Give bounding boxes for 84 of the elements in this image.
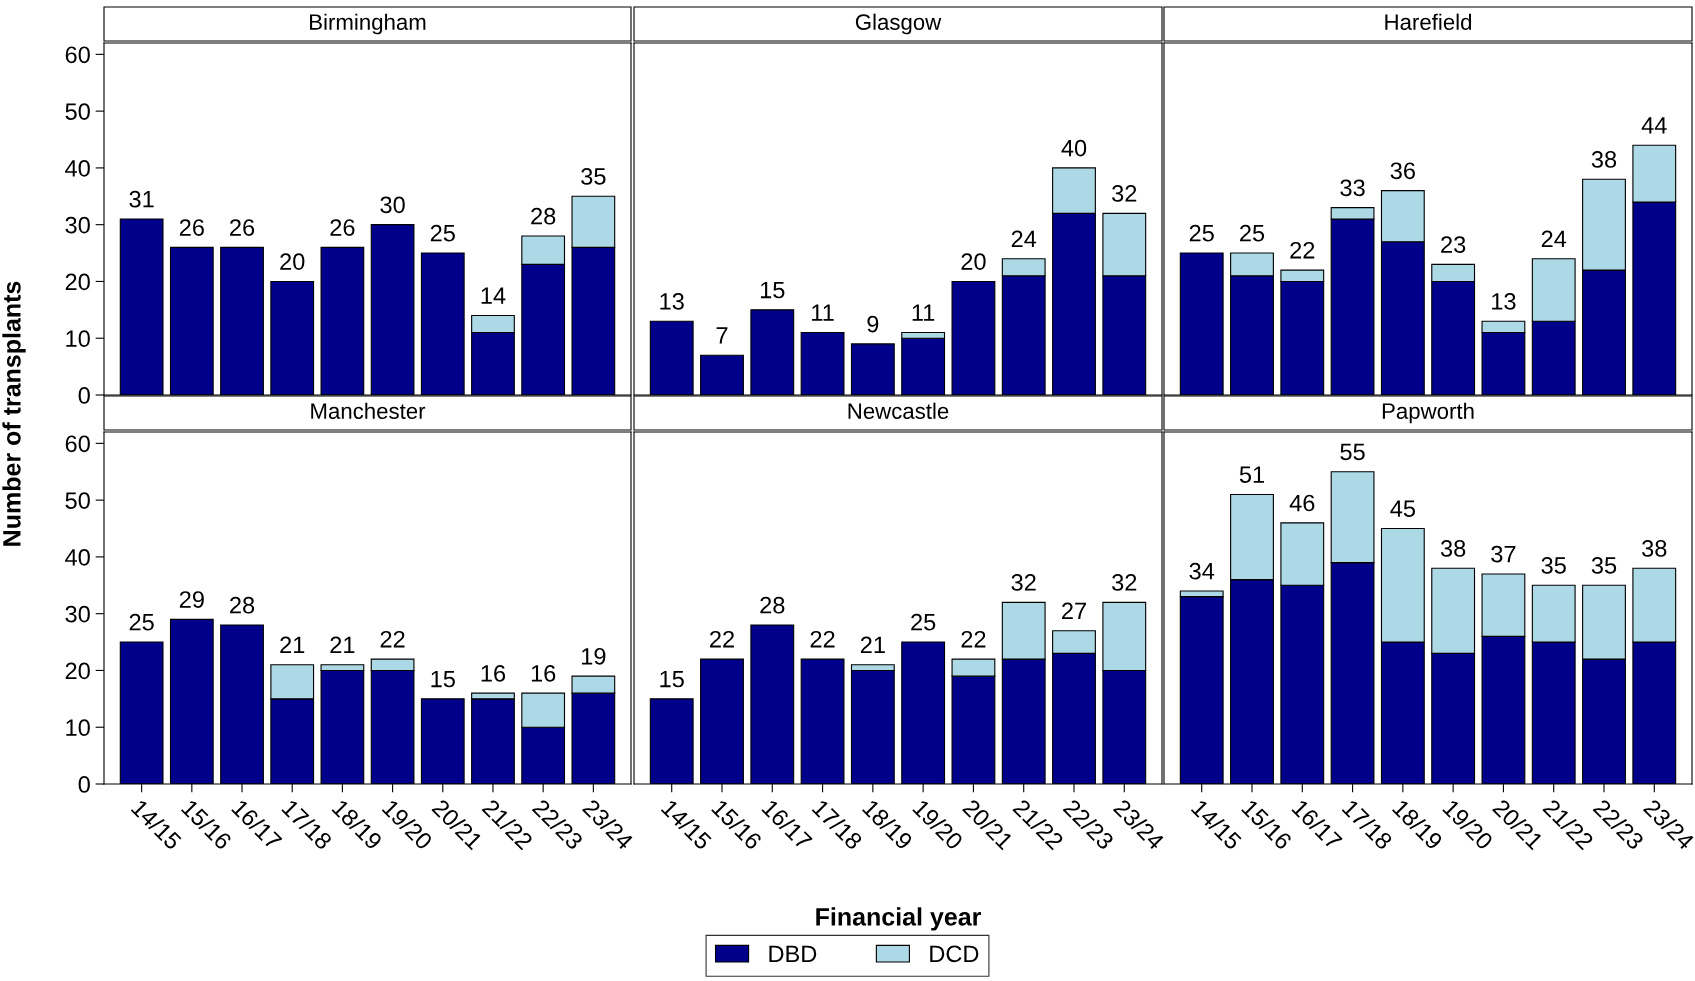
y-tick-label: 40 — [65, 548, 90, 566]
total-label: 28 — [230, 596, 255, 614]
total-label: 26 — [230, 219, 255, 236]
y-tick-label: 50 — [65, 492, 90, 509]
total-label: 13 — [1492, 292, 1516, 310]
total-label: 16 — [481, 664, 506, 682]
total-label: 38 — [1642, 540, 1667, 557]
total-label: 21 — [280, 636, 305, 654]
total-label: 35 — [1591, 557, 1617, 574]
legend-label: DBD — [769, 945, 817, 962]
total-label: 28 — [531, 207, 556, 225]
legend-label: DCD — [930, 945, 979, 963]
y-tick-label: 60 — [65, 435, 90, 453]
total-label: 38 — [1440, 540, 1466, 557]
y-tick-label: 20 — [65, 662, 90, 680]
total-label: 7 — [716, 327, 728, 344]
total-label: 45 — [1390, 500, 1415, 518]
total-label: 36 — [1390, 162, 1415, 180]
total-label: 46 — [1289, 494, 1315, 512]
total-label: 22 — [1290, 241, 1315, 259]
total-label: 44 — [1641, 117, 1667, 134]
total-label: 15 — [431, 670, 455, 688]
total-label: 11 — [912, 304, 935, 321]
total-label: 32 — [1112, 574, 1137, 591]
x-axis-title: Financial year — [816, 907, 981, 931]
total-label: 26 — [330, 219, 355, 236]
total-label: 22 — [710, 630, 734, 648]
total-label: 15 — [760, 281, 785, 299]
total-label: 51 — [1239, 466, 1264, 483]
total-label: 33 — [1340, 179, 1365, 197]
chart-title: Newcastle — [848, 402, 949, 419]
total-label: 22 — [961, 630, 986, 648]
chart-title: Manchester — [311, 402, 426, 419]
total-label: 19 — [582, 647, 606, 665]
total-label: 23 — [1441, 236, 1466, 253]
chart-title: Birmingham — [310, 13, 426, 35]
total-label: 11 — [812, 304, 834, 321]
total-label: 15 — [660, 670, 684, 688]
total-label: 25 — [1240, 224, 1265, 242]
total-label: 25 — [911, 613, 936, 631]
total-label: 20 — [280, 253, 305, 270]
total-label: 24 — [1011, 230, 1037, 248]
y-tick-label: 0 — [78, 776, 90, 793]
total-label: 13 — [660, 292, 684, 310]
total-label: 24 — [1541, 230, 1567, 248]
total-label: 21 — [330, 636, 355, 654]
total-label: 32 — [1011, 574, 1036, 591]
total-label: 26 — [179, 219, 204, 236]
y-tick-label: 10 — [66, 330, 90, 348]
y-tick-label: 0 — [78, 387, 90, 404]
y-tick-label: 20 — [65, 273, 90, 291]
y-tick-label: 30 — [65, 605, 90, 623]
total-label: 29 — [179, 591, 204, 608]
total-label: 27 — [1062, 602, 1086, 619]
total-label: 25 — [1189, 224, 1214, 242]
y-tick-label: 60 — [65, 46, 90, 64]
chart-title: Papworth — [1382, 402, 1474, 424]
total-label: 25 — [129, 613, 154, 631]
chart-title: Harefield — [1385, 13, 1472, 30]
total-label: 22 — [810, 630, 835, 648]
total-label: 35 — [581, 168, 606, 185]
total-label: 20 — [961, 253, 986, 270]
y-tick-label: 30 — [65, 216, 90, 234]
total-label: 40 — [1061, 139, 1087, 157]
y-tick-label: 40 — [65, 159, 90, 177]
total-label: 30 — [380, 196, 405, 214]
total-label: 28 — [760, 596, 785, 614]
total-label: 9 — [867, 315, 879, 333]
total-label: 34 — [1189, 562, 1215, 580]
total-label: 55 — [1340, 443, 1365, 461]
total-label: 32 — [1112, 185, 1137, 202]
chart-title: Glasgow — [855, 13, 942, 35]
total-label: 16 — [531, 664, 556, 682]
total-label: 35 — [1541, 557, 1566, 574]
total-label: 37 — [1491, 545, 1516, 563]
total-label: 25 — [430, 224, 455, 242]
y-tick-label: 50 — [65, 103, 90, 120]
total-label: 38 — [1591, 151, 1617, 168]
total-label: 14 — [481, 287, 506, 304]
y-axis-title: Number of transplants — [2, 281, 26, 546]
y-tick-label: 10 — [66, 719, 90, 737]
total-label: 31 — [129, 190, 154, 208]
total-label: 21 — [860, 636, 885, 654]
total-label: 22 — [380, 630, 405, 648]
